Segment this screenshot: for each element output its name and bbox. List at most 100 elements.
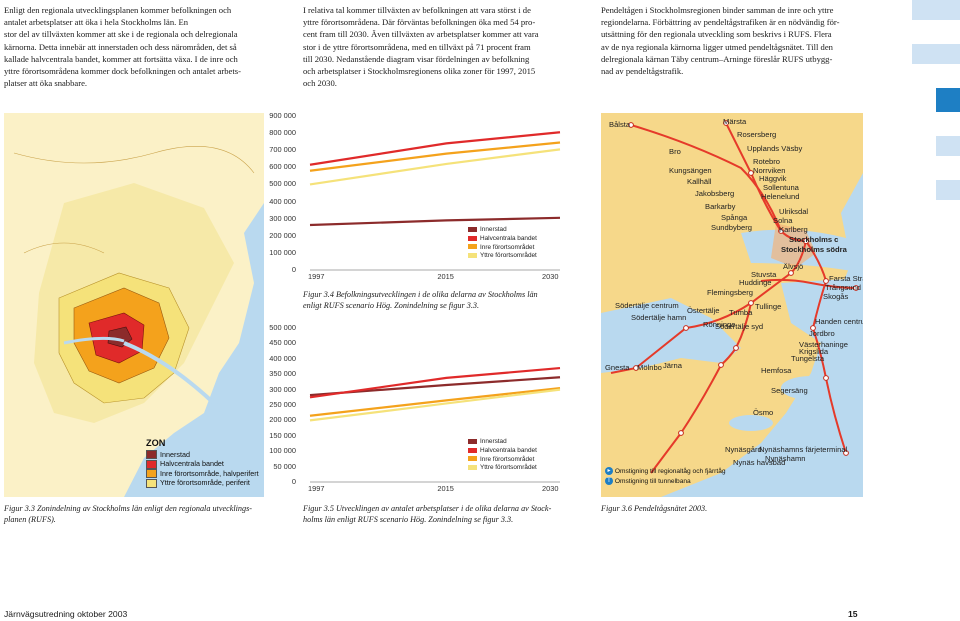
map-legend-item: T Omstigning till tunnelbana bbox=[605, 477, 726, 485]
legend-swatch bbox=[468, 244, 477, 250]
y-tick-label: 300 000 bbox=[269, 384, 296, 394]
legend-item: Innerstad bbox=[468, 226, 537, 235]
y-tick-label: 0 bbox=[291, 265, 296, 274]
y-tick-label: 400 000 bbox=[269, 196, 296, 206]
zone-legend-item: Yttre förortsområde, periferit bbox=[146, 478, 264, 488]
legend-item: Yttre förortsområdet bbox=[468, 464, 537, 473]
map-station-label: Karlberg bbox=[779, 225, 808, 234]
x-tick-label: 2015 bbox=[437, 272, 454, 281]
text-line: nad av pendeltågstrafik. bbox=[601, 66, 684, 77]
x-tick-label: 2030 bbox=[542, 272, 559, 281]
x-tick-label: 2030 bbox=[542, 484, 559, 493]
legend-label: Inre förortsområdet bbox=[480, 243, 535, 251]
legend-swatch bbox=[468, 447, 477, 453]
map-station-label: Flemingsberg bbox=[707, 288, 754, 297]
map-station-label: Handen centrum bbox=[815, 317, 863, 326]
map-station-label: Järna bbox=[663, 361, 682, 370]
col1-paragraph: Enligt den regionala utvecklingsplanen k… bbox=[4, 4, 274, 89]
text-line: kärnorna. Detta innebär att innerstaden … bbox=[4, 41, 237, 52]
text-line: I relativa tal kommer tillväxten av befo… bbox=[303, 5, 531, 15]
zone-legend-title: ZON bbox=[146, 438, 166, 448]
legend-label: Halvcentrala bandet bbox=[480, 446, 537, 454]
y-tick-label: 600 000 bbox=[269, 162, 296, 172]
zone-swatch bbox=[146, 450, 157, 460]
text-line: regiondelarna. Förbättring av pendeltågs… bbox=[601, 17, 840, 28]
y-tick-label: 200 000 bbox=[269, 230, 296, 240]
map-station-label: Mölnbo bbox=[637, 363, 662, 372]
population-chart: 900 000 800 000 700 000 600 000 500 000 400 0… bbox=[269, 110, 570, 288]
map-legend-item: ▸ Omstigning till regionaltåg och fjärrt… bbox=[605, 467, 726, 475]
legend-label: Inre förortsområdet bbox=[480, 455, 535, 463]
text-line: delregionala kärnan Täby centrum–Arninge… bbox=[601, 53, 833, 64]
accent-strip bbox=[936, 136, 960, 156]
x-tick-label: 2015 bbox=[437, 484, 454, 493]
col2-paragraph: I relativa tal kommer tillväxten av befo… bbox=[303, 4, 593, 89]
map-station-label: Barkarby bbox=[705, 202, 736, 211]
map-station-label: Rosersberg bbox=[737, 130, 777, 139]
text-line: utsättning för den regionala utveckling … bbox=[601, 29, 832, 40]
col3-paragraph: Pendeltågen i Stockholmsregionen binder … bbox=[601, 4, 891, 77]
map-station-label: Nynäsgård bbox=[725, 445, 762, 454]
map-station-label: Stuvsta bbox=[751, 270, 777, 279]
zone-legend-item: Inre förortsområde, halvperifert bbox=[146, 469, 264, 479]
legend-label: Innerstad bbox=[480, 226, 507, 233]
map-station-label: Norrviken bbox=[753, 166, 786, 175]
workplaces-legend: Innerstad Halvcentrala bandet Inre förorts… bbox=[468, 438, 537, 473]
legend-label: Innerstad bbox=[480, 438, 507, 445]
caption-line: Figur 3.5 Utvecklingen av antalet arbets… bbox=[303, 504, 552, 513]
map-station-label: Häggvik bbox=[759, 174, 787, 183]
y-tick-label: 0 bbox=[291, 477, 296, 486]
zone-label: Inre förortsområde, halvperifert bbox=[160, 468, 259, 478]
workplaces-chart-svg bbox=[309, 366, 561, 483]
map-station-label: Ösmo bbox=[753, 408, 774, 417]
series-line bbox=[309, 131, 561, 166]
train-icon: ▸ bbox=[605, 467, 613, 475]
zone-label: Yttre förortsområde, periferit bbox=[160, 478, 250, 488]
map-station-label: Sundbyberg bbox=[711, 223, 752, 232]
map-station-label: Södertälje syd bbox=[715, 322, 764, 331]
metro-icon: T bbox=[605, 477, 613, 485]
zone-swatch bbox=[146, 478, 157, 488]
y-tick-label: 900 000 bbox=[269, 111, 296, 120]
map-station-label: Nynäshamns färjeterminal bbox=[759, 445, 848, 454]
text-line: och arbetsplatser i Stockholmsregionens … bbox=[303, 66, 536, 77]
text-line: till 2030. Nedanstående diagram visar fö… bbox=[303, 53, 530, 64]
y-tick-label: 50 000 bbox=[273, 461, 296, 471]
map-station-label: Älvsjö bbox=[783, 262, 804, 271]
text-line: och 2030. bbox=[303, 78, 337, 89]
y-tick-label: 800 000 bbox=[269, 128, 296, 138]
text-line: stor del av tillväxten kommer att ske i … bbox=[4, 29, 238, 40]
legend-item: Inre förortsområdet bbox=[468, 456, 537, 465]
map-station-label: Upplands Väsby bbox=[747, 144, 803, 153]
map-station-label: Skogås bbox=[823, 292, 849, 301]
legend-item: Innerstad bbox=[468, 438, 537, 447]
map-station-label: Jakobsberg bbox=[695, 189, 735, 198]
accent-strip bbox=[936, 180, 960, 200]
map-station-label: Rönninge bbox=[703, 320, 736, 329]
map-station-label: Huddinge bbox=[739, 278, 772, 287]
map-station-label: Södertälje centrum bbox=[615, 301, 679, 310]
footer-left: Järnvägsutredning oktober 2003 bbox=[4, 609, 128, 619]
caption-line: Figur 3.3 Zonindelning av Stockholms län… bbox=[4, 504, 253, 513]
y-tick-label: 100 000 bbox=[269, 446, 296, 456]
series-line bbox=[309, 366, 561, 399]
page-number: 15 bbox=[848, 609, 858, 619]
caption-line: enligt RUFS scenario Hög. Zonindelning s… bbox=[303, 301, 480, 311]
zone-legend-item: Halvcentrala bandet bbox=[146, 459, 264, 469]
map-legend: ▸ Omstigning till regionaltåg och fjärrt… bbox=[605, 467, 726, 485]
zone-legend-item: Innerstad bbox=[146, 450, 264, 460]
workplaces-chart: 500 000 450 000 400 000 350 000 300 000 250 0… bbox=[269, 322, 570, 498]
map-station-label: Jordbro bbox=[809, 329, 835, 338]
series-line bbox=[309, 388, 561, 422]
accent-strip bbox=[912, 44, 960, 64]
legend-swatch bbox=[468, 438, 477, 444]
y-tick-label: 100 000 bbox=[269, 247, 296, 257]
legend-swatch bbox=[468, 235, 477, 241]
commuter-rail-map: Bålsta Märsta Rosersberg Upplands Väsby Bro K… bbox=[601, 113, 863, 497]
text-line: yttre förortsområdena kommer dock befolk… bbox=[4, 66, 241, 77]
caption-line: Figur 3.4 Befolkningsutvecklingen i de o… bbox=[303, 290, 538, 299]
side-accent-strips bbox=[906, 0, 960, 240]
text-line: stor i de yttre förortsområdena, med en … bbox=[303, 41, 531, 52]
zone-label: Halvcentrala bandet bbox=[160, 459, 224, 469]
map-station-label: Ulriksdal bbox=[779, 207, 809, 216]
